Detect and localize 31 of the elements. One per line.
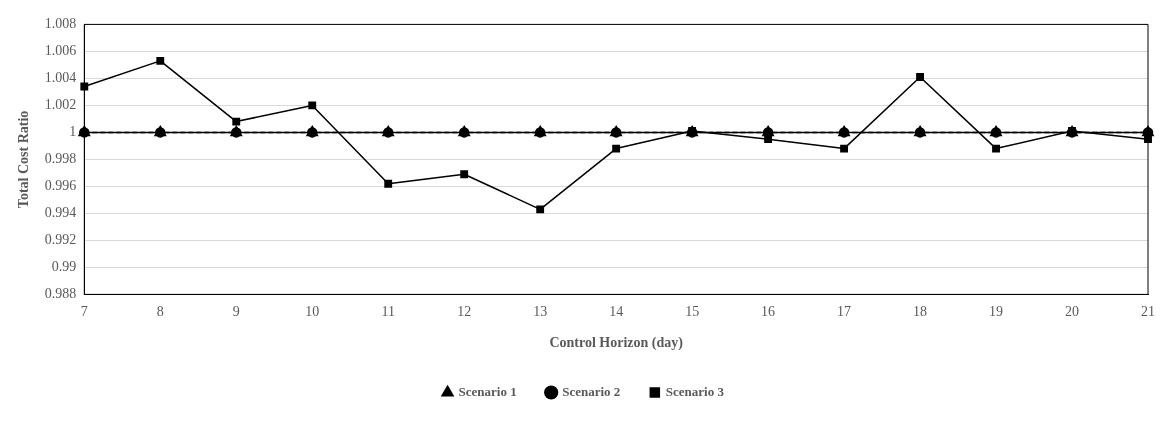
y-tick-label: 1 (69, 124, 77, 140)
y-tick-label: 0.998 (44, 151, 77, 167)
x-tick-label: 12 (457, 304, 472, 320)
x-tick-label: 7 (80, 304, 88, 320)
x-tick-label: 17 (837, 304, 852, 320)
y-tick-label: 1.004 (44, 70, 77, 86)
y-tick-label: 1.008 (44, 16, 77, 32)
legend-label: Scenario 2 (562, 383, 621, 399)
y-tick-label: 0.992 (44, 232, 77, 248)
x-tick-label: 19 (989, 304, 1004, 320)
x-tick-label: 15 (685, 304, 700, 320)
x-tick-label: 18 (913, 304, 928, 320)
legend-label: Scenario 3 (665, 383, 725, 399)
y-tick-label: 0.99 (51, 259, 77, 275)
x-tick-label: 20 (1065, 304, 1080, 320)
x-tick-label: 14 (609, 304, 624, 320)
x-tick-label: 9 (232, 304, 240, 320)
y-tick-label: 0.988 (44, 286, 77, 302)
y-tick-label: 1.006 (44, 43, 77, 59)
x-tick-label: 13 (533, 304, 548, 320)
x-tick-label: 10 (305, 304, 320, 320)
x-tick-label: 8 (156, 304, 164, 320)
x-axis-title: Control Horizon (day) (549, 335, 684, 352)
x-tick-label: 16 (761, 304, 776, 320)
y-tick-label: 1.002 (44, 97, 77, 113)
y-axis-title: Total Cost Ratio (16, 110, 32, 209)
x-tick-label: 21 (1141, 304, 1155, 320)
y-tick-label: 0.994 (44, 205, 77, 221)
y-tick-label: 0.996 (44, 178, 77, 194)
x-tick-label: 11 (381, 304, 395, 320)
legend-label: Scenario 1 (458, 383, 517, 399)
